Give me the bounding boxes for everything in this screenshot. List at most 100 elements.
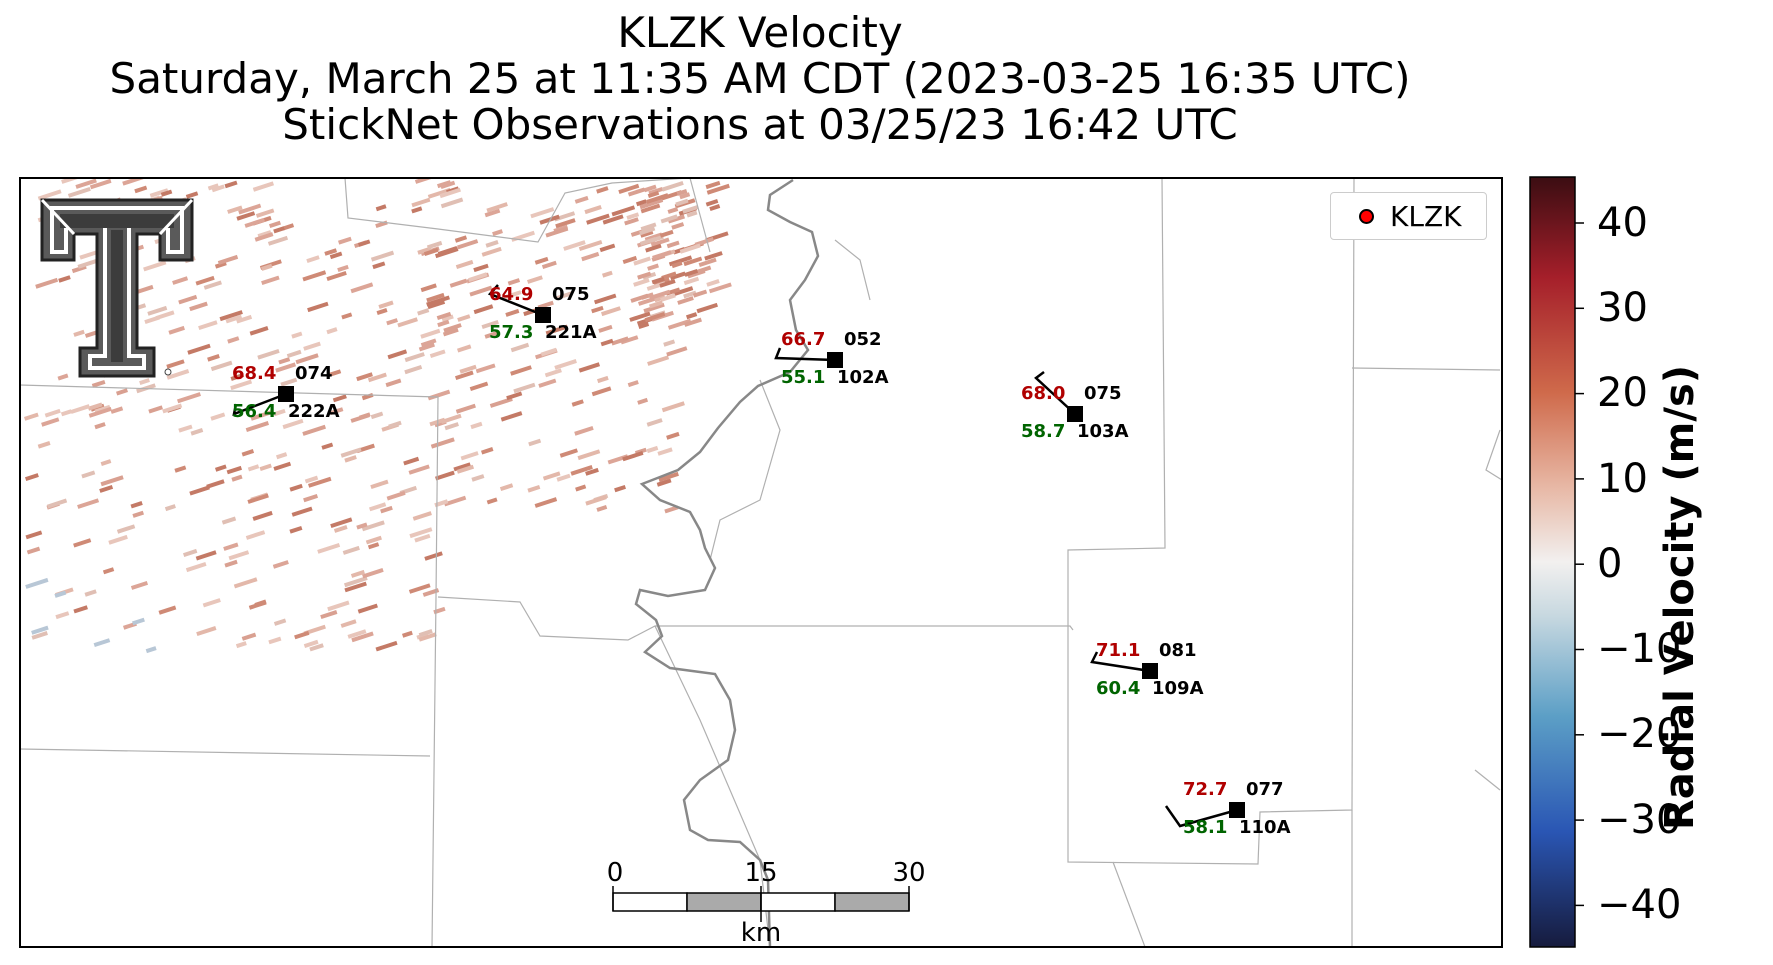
radar-streak (178, 294, 198, 305)
radar-streak (148, 405, 163, 414)
station-dewpoint: 60.4 (1096, 678, 1140, 699)
radar-streak (174, 465, 187, 473)
radar-streak (667, 207, 679, 214)
radar-streak (350, 282, 374, 294)
radar-streak (91, 379, 106, 388)
radar-streak (225, 314, 243, 324)
radar-streak (73, 605, 88, 614)
station-pressure: 077 (1246, 779, 1284, 800)
radar-streak (347, 629, 367, 639)
radar-streak (578, 362, 601, 373)
radar-streak (344, 576, 368, 588)
radar-streak (306, 255, 320, 264)
station-marker-icon (1067, 406, 1083, 422)
map-frame (19, 177, 1503, 948)
radar-streak (647, 263, 659, 271)
radar-streak (280, 377, 298, 387)
station-marker-icon (1229, 802, 1245, 818)
legend: KLZK (1330, 192, 1487, 240)
radar-streak (130, 501, 143, 509)
radar-streak (443, 323, 462, 333)
radar-site-marker-icon (1359, 208, 1374, 224)
radar-streak (370, 250, 395, 262)
radar-streak (272, 560, 289, 569)
radar-streak (449, 278, 468, 288)
radar-streak (627, 380, 639, 388)
radar-streak (320, 610, 338, 620)
radar-streak (630, 293, 649, 303)
radar-streak (132, 510, 145, 518)
radar-streak (231, 474, 243, 482)
radar-streak (620, 335, 639, 345)
station-plot: 68.0 075 58.7 103A (1021, 371, 1129, 442)
radar-streak (189, 301, 208, 312)
radar-streak (664, 505, 679, 514)
colorbar (1529, 176, 1576, 948)
radar-streak (326, 327, 338, 335)
radar-streak (259, 463, 272, 472)
radar-streak (426, 240, 443, 250)
radar-streak (420, 283, 437, 293)
radar-streak (556, 473, 571, 482)
radar-streak (329, 407, 344, 416)
radar-streak (131, 617, 145, 626)
radar-streak (660, 293, 676, 302)
radar-streak (269, 220, 281, 229)
station-plot: 72.7 077 58.1 110A (1164, 779, 1291, 838)
radar-streak (618, 183, 640, 195)
radar-streak (35, 277, 59, 289)
radar-streak (500, 411, 523, 422)
radar-streak (70, 404, 90, 414)
radar-streak (252, 510, 273, 521)
radar-streak (437, 180, 452, 189)
radar-streak (254, 599, 267, 607)
radar-streak (647, 190, 660, 199)
radar-streak (473, 304, 494, 315)
radar-streak (654, 295, 666, 303)
radar-streak (245, 421, 270, 433)
colorbar-tick-label: −10 (1597, 626, 1682, 672)
radar-streak (555, 218, 576, 229)
radar-streak (510, 365, 532, 376)
radar-streak (636, 199, 647, 207)
radar-streak (440, 197, 464, 209)
radar-streak (276, 452, 288, 460)
title-line-3: StickNet Observations at 03/25/23 16:42 … (282, 100, 1238, 149)
radar-streak (698, 257, 717, 268)
radar-streak (708, 282, 732, 294)
station-temperature: 68.4 (232, 363, 276, 384)
radar-streak (54, 590, 67, 598)
radar-streak (412, 511, 432, 521)
radar-streak (233, 577, 258, 589)
radar-streak (84, 330, 99, 338)
radar-streak (44, 408, 61, 418)
radar-streak (633, 256, 651, 266)
station-marker-icon (1142, 663, 1158, 679)
colorbar-tick-label: 10 (1597, 456, 1648, 502)
radar-streak (255, 208, 275, 218)
radar-streak (530, 207, 555, 219)
radar-streak (427, 187, 452, 199)
station-pressure: 081 (1159, 640, 1197, 661)
colorbar-ticks (1575, 222, 1584, 907)
radar-streak (443, 495, 467, 507)
radar-streak (705, 180, 721, 190)
radar-streak (144, 315, 160, 325)
radar-streak (210, 412, 226, 421)
radar-streak (686, 210, 698, 218)
radar-streak (677, 296, 694, 305)
radar-streak (303, 639, 319, 649)
radar-streak (249, 326, 269, 336)
radar-streak (238, 203, 262, 215)
station-temperature: 72.7 (1183, 779, 1227, 800)
radar-streak (160, 189, 173, 197)
radar-streak (224, 559, 238, 568)
radar-streak (73, 538, 92, 548)
colorbar-tick-label: −40 (1597, 882, 1682, 928)
station-pressure: 074 (295, 363, 333, 384)
radar-streak (669, 271, 686, 281)
legend-label: KLZK (1390, 199, 1462, 233)
radar-streak (481, 246, 502, 257)
radar-streak (176, 392, 201, 404)
